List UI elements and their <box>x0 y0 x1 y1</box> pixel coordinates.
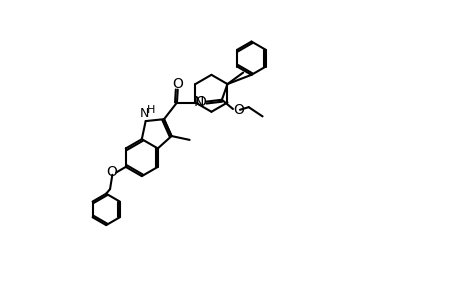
Text: O: O <box>172 77 183 91</box>
Text: O: O <box>232 103 243 117</box>
Text: O: O <box>106 165 117 179</box>
Text: N: N <box>194 95 204 109</box>
Text: H: H <box>146 105 155 115</box>
Text: N: N <box>140 107 149 120</box>
Text: O: O <box>195 94 206 109</box>
